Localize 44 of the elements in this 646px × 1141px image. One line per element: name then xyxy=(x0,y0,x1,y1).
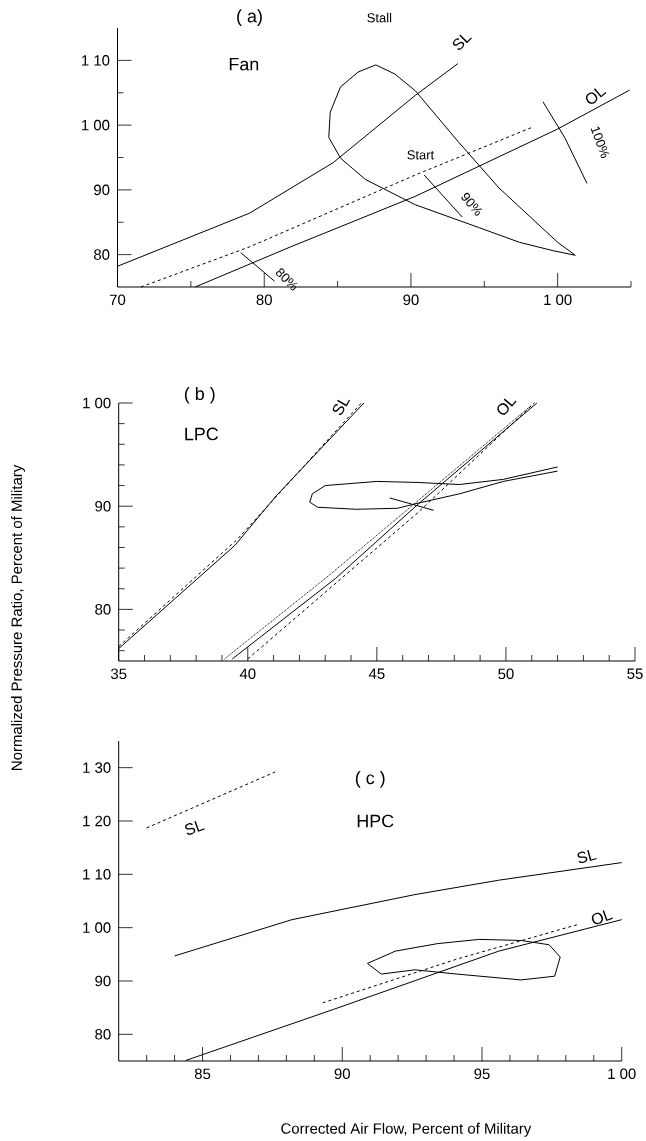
x-tick-label: 85 xyxy=(194,1068,211,1080)
x-tick-label: 1 00 xyxy=(608,1068,636,1080)
y-tick-label: 90 xyxy=(95,500,111,512)
x-tick-label: 1 00 xyxy=(544,294,572,306)
annotation: OL xyxy=(585,88,607,104)
text: Stall xyxy=(367,12,392,23)
y-tick-label: 90 xyxy=(95,975,111,987)
y-tick-label: 1 30 xyxy=(83,762,111,773)
x-axis-title: Corrected Air Flow, Percent of Military xyxy=(281,1122,532,1137)
text: Fan xyxy=(229,57,259,71)
annotation: 100% xyxy=(590,126,610,158)
text: LPC xyxy=(185,427,219,441)
y-axis-title: Normalized Pressure Ratio, Percent of Military xyxy=(11,464,25,770)
x-tick-label: 40 xyxy=(239,668,256,680)
y-tick-label: 80 xyxy=(95,1029,111,1040)
y-tick-label: 90 xyxy=(94,184,110,196)
x-tick-label: 80 xyxy=(256,294,272,306)
x-tick-label: 55 xyxy=(627,668,643,679)
y-tick-label: 1 00 xyxy=(83,922,111,933)
x-tick-label: 70 xyxy=(109,294,126,306)
y-tick-label: 80 xyxy=(95,604,111,615)
x-tick-label: 90 xyxy=(403,294,419,306)
x-tick-label: 90 xyxy=(334,1068,350,1080)
x-tick-label: 45 xyxy=(368,668,385,679)
annotation: OL xyxy=(497,398,517,415)
text: HPC xyxy=(357,814,394,828)
y-tick-label: 1 00 xyxy=(83,397,111,409)
annotation: OL xyxy=(591,910,613,925)
y-tick-label: 1 00 xyxy=(82,119,110,131)
annotation: Start xyxy=(407,150,435,160)
x-tick-label: 50 xyxy=(498,668,514,680)
y-tick-label: 1 10 xyxy=(83,869,111,880)
chart-title: ( a) xyxy=(237,9,262,26)
y-tick-label: 1 10 xyxy=(82,55,110,66)
x-tick-label: 95 xyxy=(474,1068,490,1080)
annotation: SL xyxy=(332,399,351,415)
x-tick-label: 35 xyxy=(110,668,127,680)
annotation: SL xyxy=(452,34,472,50)
chart-title: ( b ) xyxy=(184,386,215,404)
y-tick-label: 1 20 xyxy=(83,815,111,827)
text: ( c ) xyxy=(355,771,385,788)
annotation: SL xyxy=(185,820,205,835)
y-tick-label: 80 xyxy=(94,249,110,260)
annotation: SL xyxy=(577,849,597,864)
